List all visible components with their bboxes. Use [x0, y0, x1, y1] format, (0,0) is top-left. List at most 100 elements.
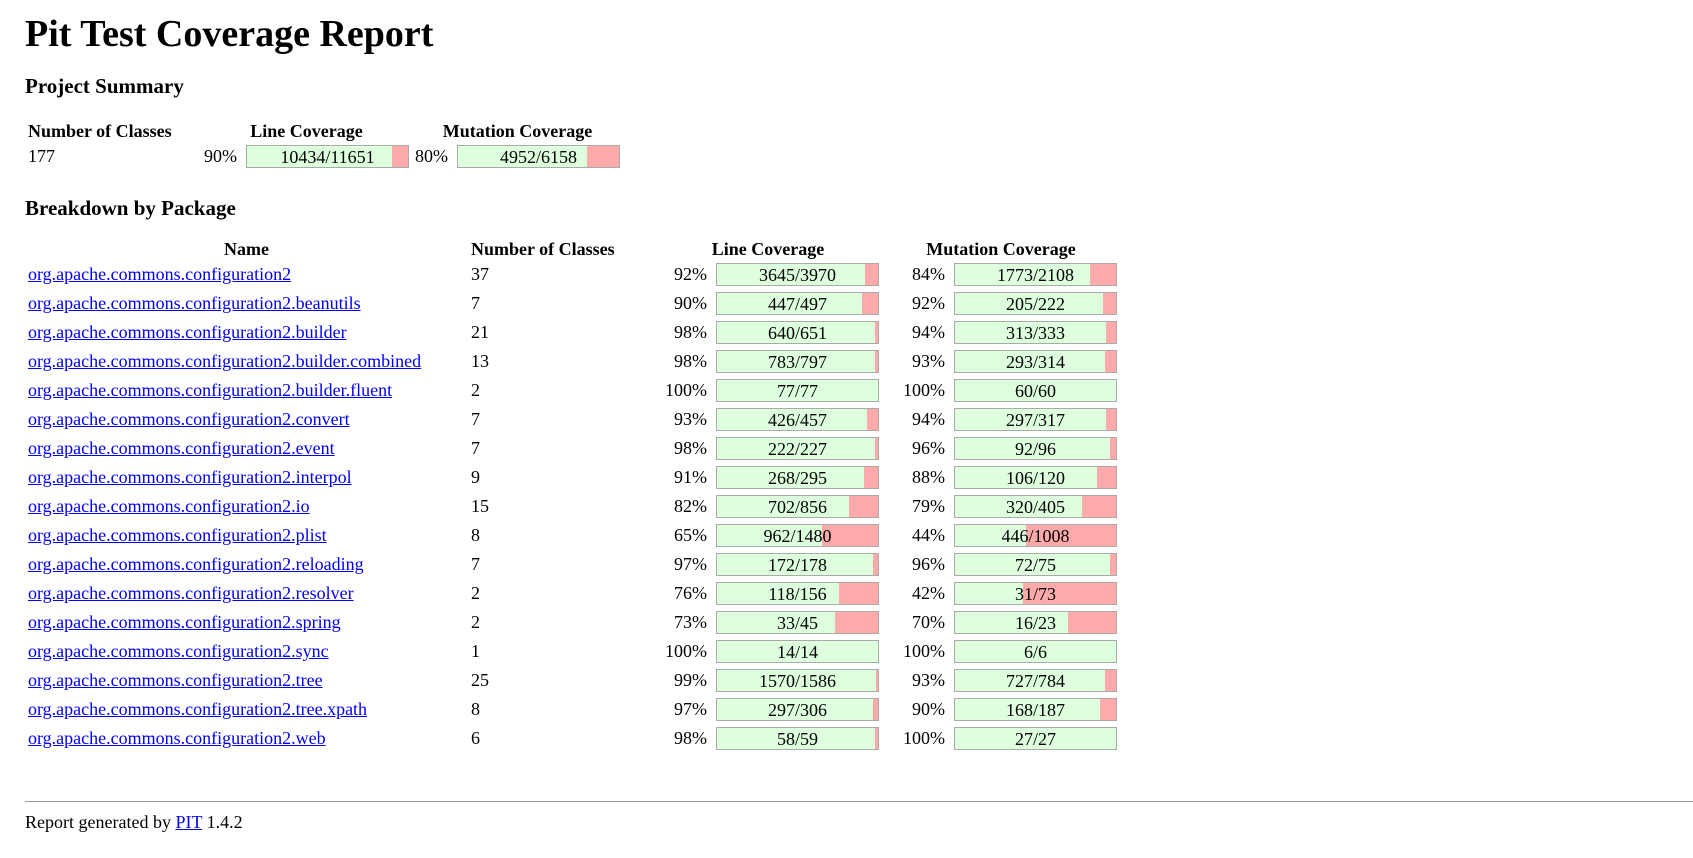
package-classes: 7 — [471, 438, 480, 458]
package-name-cell: org.apache.commons.configuration2.beanut… — [25, 289, 468, 318]
package-link[interactable]: org.apache.commons.configuration2.conver… — [28, 409, 350, 429]
table-row: org.apache.commons.configuration2.web 6 … — [25, 724, 1120, 753]
package-link[interactable]: org.apache.commons.configuration2.builde… — [28, 351, 422, 371]
line-coverage-cell: 426/457 — [713, 405, 882, 434]
mutation-coverage-fill — [955, 351, 1105, 372]
package-classes: 9 — [471, 467, 480, 487]
summary-mutation-coverage-bar: 4952/6158 — [457, 145, 620, 168]
mutation-coverage-fill — [955, 467, 1097, 488]
line-coverage-label: 172/178 — [767, 555, 827, 575]
package-link[interactable]: org.apache.commons.configuration2.web — [28, 728, 326, 748]
line-coverage-fill — [717, 467, 864, 488]
package-link[interactable]: org.apache.commons.configuration2.io — [28, 496, 310, 516]
footer-prefix: Report generated by — [25, 812, 171, 832]
mutation-coverage-pct: 94% — [912, 409, 945, 429]
mutation-coverage-fill — [955, 438, 1110, 459]
mutation-coverage-fill — [955, 380, 1116, 401]
mutation-coverage-pct: 42% — [912, 583, 945, 603]
package-link[interactable]: org.apache.commons.configuration2.interp… — [28, 467, 352, 487]
line-coverage-cell: 640/651 — [713, 318, 882, 347]
line-coverage-fill — [717, 438, 875, 459]
line-coverage-cell: 3645/3970 — [713, 260, 882, 289]
line-coverage-cell: 268/295 — [713, 463, 882, 492]
line-coverage-bar: 14/14 — [716, 640, 879, 663]
mutation-coverage-label: 27/27 — [1014, 729, 1056, 749]
package-link[interactable]: org.apache.commons.configuration2.tree — [28, 670, 323, 690]
line-coverage-fill — [717, 264, 866, 285]
pit-link[interactable]: PIT — [175, 812, 203, 832]
mutation-coverage-cell: 27/27 — [951, 724, 1120, 753]
package-name-cell: org.apache.commons.configuration2.builde… — [25, 347, 468, 376]
mutation-coverage-bar: 727/784 — [954, 669, 1117, 692]
breakdown-header-row: Name Number of Classes Line Coverage Mut… — [25, 236, 1120, 260]
mutation-coverage-label: 446/1008 — [1001, 526, 1070, 546]
table-row: org.apache.commons.configuration2.conver… — [25, 405, 1120, 434]
line-coverage-cell: 118/156 — [713, 579, 882, 608]
breakdown-header-mutation: Mutation Coverage — [926, 239, 1076, 259]
line-coverage-bar: 702/856 — [716, 495, 879, 518]
line-coverage-cell: 962/1480 — [713, 521, 882, 550]
line-coverage-cell: 33/45 — [713, 608, 882, 637]
mutation-coverage-pct: 88% — [912, 467, 945, 487]
project-summary-heading: Project Summary — [25, 74, 184, 98]
package-name-cell: org.apache.commons.configuration2.tree.x… — [25, 695, 468, 724]
mutation-coverage-bar: 27/27 — [954, 727, 1117, 750]
package-name-cell: org.apache.commons.configuration2.io — [25, 492, 468, 521]
mutation-coverage-bar: 205/222 — [954, 292, 1117, 315]
mutation-coverage-bar: 446/1008 — [954, 524, 1117, 547]
line-coverage-fill — [717, 728, 875, 749]
mutation-coverage-fill — [955, 641, 1116, 662]
mutation-coverage-label: 31/73 — [1014, 584, 1056, 604]
mutation-coverage-label: 16/23 — [1014, 613, 1056, 633]
line-coverage-label: 58/59 — [776, 729, 818, 749]
line-coverage-bar: 118/156 — [716, 582, 879, 605]
package-name-cell: org.apache.commons.configuration2.web — [25, 724, 468, 753]
line-coverage-pct: 98% — [674, 322, 707, 342]
line-coverage-cell: 702/856 — [713, 492, 882, 521]
table-row: org.apache.commons.configuration2.reload… — [25, 550, 1120, 579]
line-coverage-bar: 426/457 — [716, 408, 879, 431]
table-row: org.apache.commons.configuration2.spring… — [25, 608, 1120, 637]
package-link[interactable]: org.apache.commons.configuration2.plist — [28, 525, 327, 545]
line-coverage-label: 783/797 — [767, 352, 827, 372]
mutation-coverage-bar: 1773/2108 — [954, 263, 1117, 286]
summary-line-pct: 90% — [204, 146, 237, 166]
mutation-coverage-cell: 727/784 — [951, 666, 1120, 695]
mutation-coverage-label: 205/222 — [1005, 294, 1065, 314]
mutation-coverage-cell: 320/405 — [951, 492, 1120, 521]
mutation-coverage-pct: 100% — [903, 641, 945, 661]
line-coverage-cell: 783/797 — [713, 347, 882, 376]
line-coverage-pct: 100% — [665, 641, 707, 661]
package-link[interactable]: org.apache.commons.configuration2.builde… — [28, 380, 393, 400]
line-coverage-label: 14/14 — [776, 642, 818, 662]
line-coverage-label: 268/295 — [767, 468, 827, 488]
line-coverage-fill — [717, 554, 874, 575]
mutation-coverage-pct: 100% — [903, 728, 945, 748]
line-coverage-label: 118/156 — [768, 584, 827, 604]
line-coverage-bar: 783/797 — [716, 350, 879, 373]
line-coverage-label: 447/497 — [767, 294, 827, 314]
package-link[interactable]: org.apache.commons.configuration2 — [28, 264, 292, 284]
line-coverage-fill — [717, 641, 878, 662]
mutation-coverage-cell: 60/60 — [951, 376, 1120, 405]
mutation-coverage-bar: 60/60 — [954, 379, 1117, 402]
mutation-coverage-cell: 446/1008 — [951, 521, 1120, 550]
mutation-coverage-pct: 84% — [912, 264, 945, 284]
package-link[interactable]: org.apache.commons.configuration2.spring — [28, 612, 341, 632]
package-link[interactable]: org.apache.commons.configuration2.tree.x… — [28, 699, 368, 719]
package-link[interactable]: org.apache.commons.configuration2.beanut… — [28, 293, 361, 313]
package-link[interactable]: org.apache.commons.configuration2.builde… — [28, 322, 347, 342]
table-row: org.apache.commons.configuration2.tree 2… — [25, 666, 1120, 695]
package-classes: 2 — [471, 583, 480, 603]
package-classes: 37 — [471, 264, 489, 284]
package-name-cell: org.apache.commons.configuration2.sync — [25, 637, 468, 666]
package-link[interactable]: org.apache.commons.configuration2.reload… — [28, 554, 364, 574]
package-link[interactable]: org.apache.commons.configuration2.sync — [28, 641, 329, 661]
package-link[interactable]: org.apache.commons.configuration2.resolv… — [28, 583, 354, 603]
mutation-coverage-cell: 205/222 — [951, 289, 1120, 318]
mutation-coverage-label: 60/60 — [1014, 381, 1056, 401]
mutation-coverage-bar: 293/314 — [954, 350, 1117, 373]
line-coverage-bar: 640/651 — [716, 321, 879, 344]
mutation-coverage-fill — [955, 264, 1091, 285]
package-link[interactable]: org.apache.commons.configuration2.event — [28, 438, 335, 458]
